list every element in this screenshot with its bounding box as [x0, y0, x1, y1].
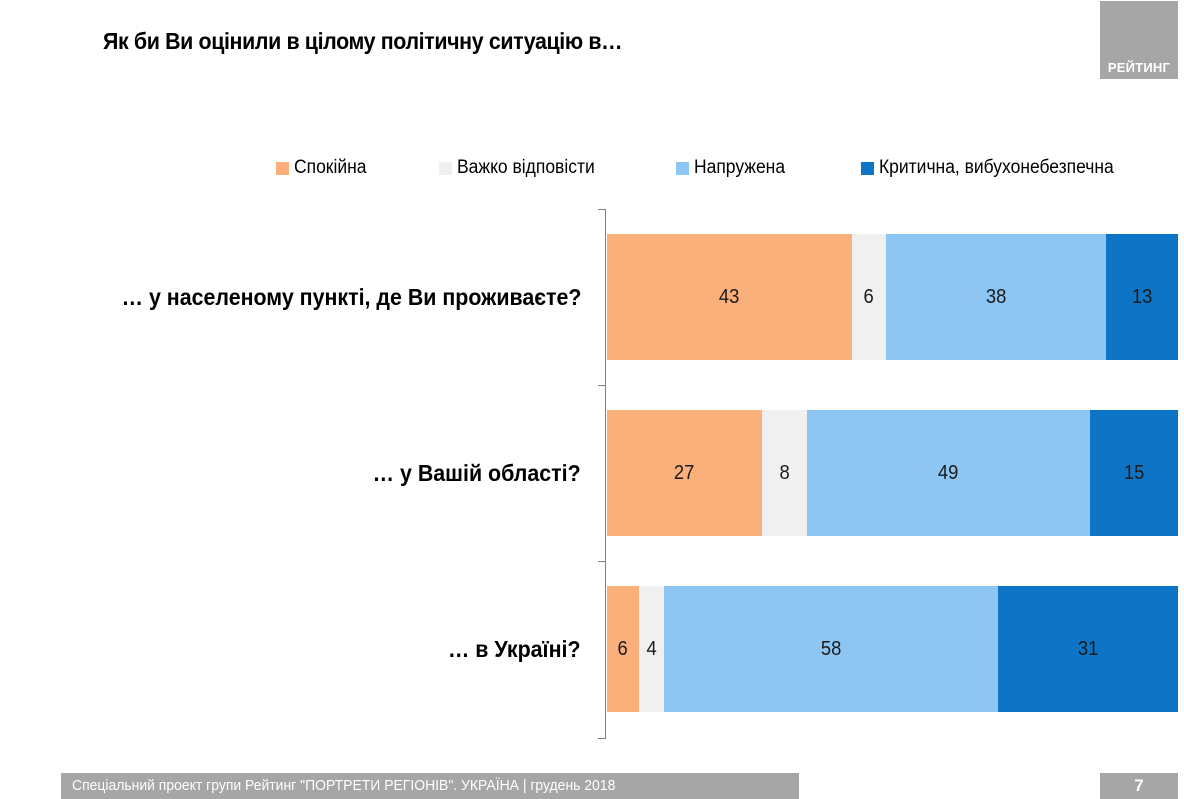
bar-segment-hard-to-say: 8	[762, 410, 807, 536]
page-number-box: 7	[1100, 773, 1178, 799]
data-label: 15	[1123, 461, 1145, 484]
axis-tick	[598, 561, 606, 562]
legend-swatch-calm-icon	[276, 161, 289, 175]
bar-settlement: 43 6 38 13	[607, 234, 1178, 360]
bar-segment-calm: 43	[607, 234, 852, 360]
axis-tick	[598, 209, 606, 210]
row-label-region: … у Вашій області?	[372, 460, 581, 486]
bar-segment-critical: 15	[1090, 410, 1178, 536]
legend-item-calm: Спокійна	[276, 156, 373, 180]
legend-label: Спокійна	[294, 157, 367, 178]
legend-label: Важко відповісти	[457, 157, 595, 178]
legend-item-tense: Напружена	[676, 156, 793, 180]
legend-item-hard-to-say: Важко відповісти	[439, 156, 607, 180]
row-label-settlement: … у населеному пункті, де Ви проживаєте?	[121, 284, 581, 310]
bar-segment-critical: 13	[1106, 234, 1178, 360]
data-label: 38	[985, 285, 1007, 308]
legend-label: Напружена	[694, 157, 786, 178]
data-label: 8	[779, 461, 790, 484]
data-label: 4	[646, 637, 657, 660]
legend-label: Критична, вибухонебезпечна	[879, 157, 1114, 178]
legend-item-critical: Критична, вибухонебезпечна	[861, 156, 1134, 180]
logo-text: РЕЙТИНГ	[1107, 60, 1171, 75]
data-label: 6	[617, 637, 629, 660]
bar-segment-hard-to-say: 4	[639, 586, 664, 712]
legend-swatch-hard-to-say-icon	[439, 161, 452, 175]
data-label: 6	[863, 285, 875, 308]
bar-segment-calm: 6	[607, 586, 639, 712]
legend-swatch-critical-icon	[861, 161, 874, 175]
axis-tick	[598, 385, 606, 386]
data-label: 43	[719, 285, 740, 308]
page-number: 7	[1134, 776, 1144, 795]
bar-segment-tense: 58	[664, 586, 998, 712]
footer-text: Спеціальний проект групи Рейтинг "ПОРТРЕ…	[72, 777, 616, 794]
row-label-ukraine: … в Україні?	[448, 636, 581, 662]
chart-title: Як би Ви оцінили в цілому політичну ситу…	[103, 28, 623, 54]
bar-segment-tense: 38	[886, 234, 1106, 360]
data-label: 27	[674, 461, 695, 484]
data-label: 58	[820, 637, 842, 660]
bar-segment-hard-to-say: 6	[852, 234, 886, 360]
data-label: 13	[1131, 285, 1153, 308]
category-axis	[605, 209, 606, 739]
legend-swatch-tense-icon	[676, 161, 689, 175]
bar-segment-calm: 27	[607, 410, 762, 536]
bar-segment-critical: 31	[998, 586, 1178, 712]
bar-region: 27 8 49 15	[607, 410, 1178, 536]
data-label: 49	[938, 461, 959, 484]
bar-ukraine: 6 4 58 31	[607, 586, 1178, 712]
data-label: 31	[1077, 637, 1099, 660]
chart-legend: Спокійна Важко відповісти Напружена Крит…	[0, 156, 1184, 180]
footer-bar: Спеціальний проект групи Рейтинг "ПОРТРЕ…	[61, 773, 799, 799]
bar-segment-tense: 49	[807, 410, 1090, 536]
rating-logo: РЕЙТИНГ	[1100, 1, 1178, 79]
axis-tick	[598, 738, 606, 739]
